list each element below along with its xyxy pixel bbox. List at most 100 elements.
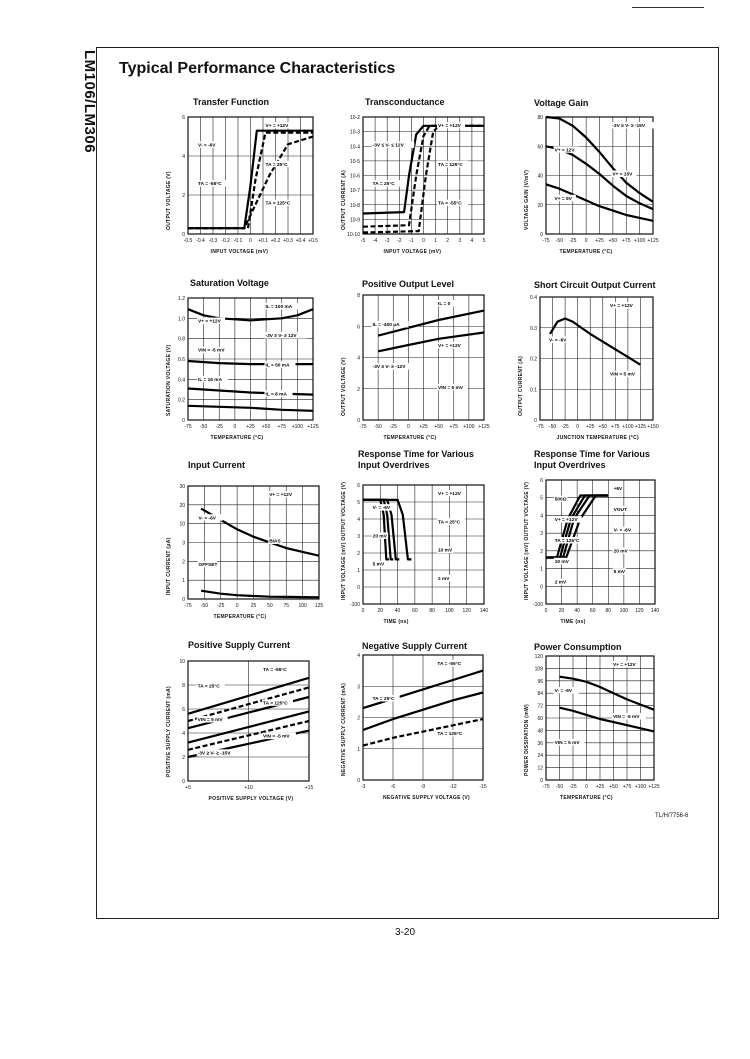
- x-tick-label: 80: [606, 608, 612, 614]
- y-tick-label: 0.4: [178, 377, 185, 383]
- x-tick-label: +50: [434, 424, 443, 430]
- chart-annotation: OFFSET: [198, 562, 217, 568]
- x-tick-label: +50: [609, 238, 618, 244]
- chart-annotation: V- = -6V: [198, 142, 216, 148]
- x-tick-label: 25: [251, 603, 257, 609]
- x-tick-label: +25: [596, 784, 605, 790]
- series-line: [362, 124, 484, 228]
- shortcircuit-chart-title: Short Circuit Output Current: [534, 280, 656, 290]
- chart-annotation: -3V ≤ V- ≤ 12V: [373, 142, 405, 148]
- series-line: [559, 675, 655, 711]
- x-tick-label: -6: [391, 784, 396, 790]
- page-number: 3-20: [395, 927, 416, 938]
- annotation-bg: [264, 303, 299, 310]
- response2-y-axis-label: INPUT VOLTAGE (mV) OUTPUT VOLTAGE (V): [524, 481, 530, 600]
- chart-annotation: VIN = -5 mV: [613, 714, 640, 720]
- chart-annotation: V+ = +12V: [266, 123, 290, 129]
- annotation-bg: [371, 141, 415, 148]
- chart-annotation: TA = -55°C: [438, 201, 462, 207]
- x-tick-label: 80: [429, 608, 435, 614]
- chart-annotation: 5 mV: [614, 569, 626, 575]
- y-tick-label: 6: [540, 478, 543, 484]
- annotation-bg: [436, 730, 468, 737]
- y-tick-label: 20: [179, 503, 185, 509]
- chart-annotation: 20 mV: [373, 533, 388, 539]
- y-tick-label: 1: [182, 578, 185, 584]
- annotation-bg: [264, 390, 293, 397]
- inputcurrent-chart-title: Input Current: [188, 460, 245, 470]
- y-tick-label: 6: [182, 707, 185, 713]
- x-tick-label: 75: [283, 603, 289, 609]
- x-tick-label: 2: [446, 238, 449, 244]
- response2-chart: 0 20 40 60 80 100 120 140-1000123456+6V500ΩVOUT…: [533, 478, 659, 614]
- annotation-bg: [609, 370, 641, 378]
- chart-annotation: VIN = 5 mV: [610, 372, 636, 378]
- series-line: [187, 719, 310, 751]
- chart-annotation: VOUT: [614, 507, 627, 513]
- plot-border: [187, 116, 314, 235]
- inputcurrent-chart: -75 -50 -25 0 25 50 75 100 125 0 1 2 3 10 20 30 V+ = +12…: [179, 484, 323, 609]
- x-tick-label: 0: [545, 608, 548, 614]
- x-tick-label: +125: [635, 424, 646, 430]
- chart-annotation: 5 mV: [373, 562, 385, 568]
- x-tick-label: +100: [634, 238, 645, 244]
- x-tick-label: 0: [236, 603, 239, 609]
- y-tick-label: 10: [179, 522, 185, 528]
- series-line: [362, 669, 484, 710]
- response1-y-axis-label: INPUT VOLTAGE (mV) OUTPUT VOLTAGE (V): [341, 481, 347, 600]
- y-tick-label: 60: [537, 144, 543, 150]
- x-tick-label: -15: [479, 784, 486, 790]
- x-tick-label: +75: [450, 424, 459, 430]
- x-tick-label: 20: [378, 608, 384, 614]
- chart-annotation: TA = 25°C: [373, 696, 396, 702]
- annotation-bg: [437, 574, 451, 582]
- y-tick-label: 1.0: [178, 316, 185, 322]
- series-line: [188, 135, 314, 230]
- x-tick-label: +15: [305, 785, 314, 791]
- side-title: LM106/LM306: [80, 50, 102, 190]
- figure-number: TL/H/7756-6: [655, 813, 689, 819]
- x-tick-label: -75: [542, 784, 549, 790]
- x-tick-label: 5: [483, 238, 486, 244]
- annotation-bg: [611, 122, 657, 129]
- x-tick-label: 40: [574, 608, 580, 614]
- y-tick-label: 8: [182, 683, 185, 689]
- x-tick-label: -50: [549, 424, 556, 430]
- y-tick-label: 0.2: [530, 357, 537, 363]
- x-tick-label: +125: [307, 424, 318, 430]
- saturation-x-axis-label: TEMPERATURE (°C): [210, 435, 264, 441]
- y-tick-label: 5: [540, 496, 543, 502]
- series-line: [187, 710, 310, 744]
- x-tick-label: +125: [648, 784, 659, 790]
- series-line: [362, 718, 484, 747]
- annotation-bg: [264, 361, 296, 368]
- voltagegain-y-axis-label: VOLTAGE GAIN (V/mV): [524, 169, 530, 230]
- annotation-bg: [548, 336, 574, 343]
- x-tick-label: +25: [419, 424, 428, 430]
- y-tick-label: 96: [537, 679, 543, 685]
- x-tick-label: -75: [542, 238, 549, 244]
- transfer-chart: -0.5 -0.4 -0.3 -0.2 -0.1 0 +0.1 +0.2 +0.3 +0.4 +0.…: [182, 115, 318, 244]
- plot-border: [187, 485, 320, 600]
- y-tick-label: 1.2: [178, 296, 185, 302]
- y-tick-label: 84: [537, 691, 543, 697]
- chart-annotation: V- = -6V: [614, 528, 632, 534]
- x-tick-label: -25: [216, 424, 223, 430]
- transfer-y-axis-label: OUTPUT VOLTAGE (V): [166, 171, 172, 230]
- x-tick-label: +75: [611, 424, 620, 430]
- y-tick-label: 10-10: [347, 232, 360, 238]
- x-tick-label: 120: [635, 608, 644, 614]
- chart-annotation: V- = -6V: [555, 688, 573, 694]
- annotation-bg: [262, 666, 294, 673]
- x-tick-label: 0: [585, 238, 588, 244]
- x-tick-label: 40: [395, 608, 401, 614]
- series-line: [377, 309, 485, 337]
- y-tick-label: 4: [540, 513, 543, 519]
- power-x-axis-label: TEMPERATURE (°C): [560, 795, 613, 801]
- x-tick-label: -0.4: [196, 238, 205, 244]
- x-tick-label: +150: [647, 424, 658, 430]
- negsupply-y-axis-label: NEGATIVE SUPPLY CURRENT (mA): [341, 682, 347, 776]
- annotation-bg: [612, 485, 624, 492]
- annotation-bg: [264, 122, 293, 129]
- x-tick-label: 0: [422, 238, 425, 244]
